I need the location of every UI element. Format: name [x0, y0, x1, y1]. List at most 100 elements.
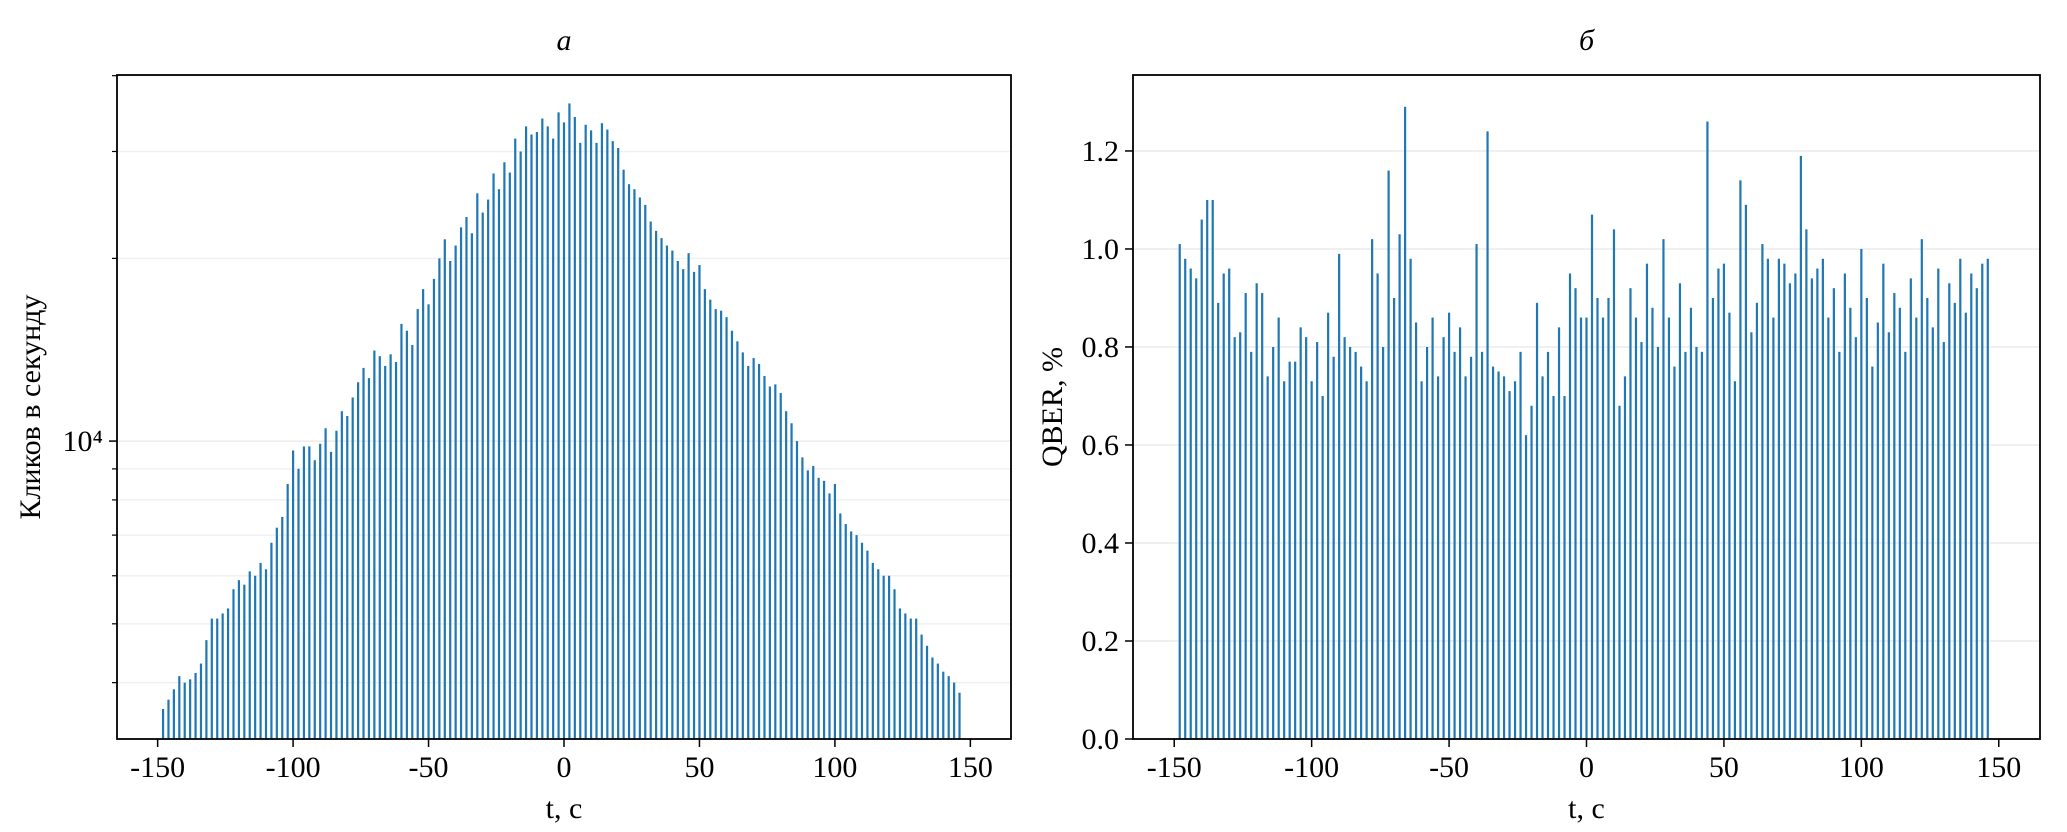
x-tick-label: 100 [812, 751, 857, 784]
x-axis-label: t, с [546, 792, 583, 825]
bar [1689, 307, 1693, 739]
bar [449, 261, 452, 739]
bar [1959, 258, 1962, 739]
bar [1854, 337, 1857, 739]
bar [1343, 337, 1346, 739]
bar [1288, 361, 1291, 739]
bar [953, 682, 956, 739]
bar [1651, 307, 1654, 739]
bar [936, 663, 939, 739]
bar [232, 589, 235, 739]
bar [692, 271, 696, 739]
bar [1667, 317, 1671, 739]
bar [1233, 337, 1236, 739]
y-tick-label: 0.8 [1082, 331, 1120, 364]
bar [877, 569, 880, 739]
bar [514, 138, 517, 739]
bar [1409, 258, 1412, 739]
bar [1849, 307, 1852, 739]
bar [931, 657, 934, 739]
bar [1915, 317, 1918, 739]
bar [487, 199, 490, 739]
x-tick-label: -150 [130, 751, 185, 784]
bar [183, 682, 186, 739]
bar [1519, 351, 1522, 739]
bar [1678, 283, 1682, 739]
bar [1255, 283, 1258, 739]
bar [1662, 239, 1665, 740]
bar [1739, 180, 1742, 740]
bar [1744, 204, 1748, 740]
bar [942, 671, 945, 739]
x-tick-label: 0 [557, 751, 572, 784]
bar [687, 253, 690, 739]
bar [1827, 317, 1830, 739]
bar [1310, 381, 1313, 739]
bar [524, 126, 528, 740]
bar [898, 608, 902, 739]
bar [226, 608, 230, 739]
bar [1222, 273, 1225, 739]
bar [557, 112, 560, 739]
bar [622, 169, 625, 739]
bar [1772, 317, 1775, 739]
bar [1937, 268, 1940, 739]
bar [1420, 381, 1423, 739]
bar [850, 531, 853, 739]
bar [1618, 405, 1621, 739]
bar [817, 477, 820, 739]
bar [1305, 337, 1308, 739]
bar [1904, 351, 1907, 739]
bar [1486, 131, 1489, 739]
bar [1299, 327, 1302, 739]
bar [633, 189, 636, 739]
bar [1838, 351, 1841, 739]
bar [248, 571, 251, 739]
bar [1942, 342, 1945, 739]
x-tick-label: -150 [1147, 751, 1202, 784]
bar [394, 361, 398, 739]
bar [801, 457, 804, 739]
y-tick-label: 0.0 [1082, 723, 1120, 756]
bar [329, 451, 333, 739]
bar [281, 516, 284, 739]
bar [1431, 317, 1434, 739]
bar [1876, 322, 1879, 739]
bar [812, 465, 815, 739]
bar [1436, 376, 1440, 739]
bar [422, 289, 425, 739]
bar [839, 513, 842, 739]
bar [611, 141, 614, 739]
bar [1425, 346, 1429, 739]
bar [367, 378, 371, 739]
bar [698, 265, 701, 739]
bar [1568, 273, 1572, 739]
bar [1695, 346, 1698, 739]
bar [1733, 381, 1737, 739]
y-tick-label: 1.2 [1082, 135, 1120, 168]
bar [1206, 199, 1209, 739]
y-tick-label: 0.6 [1082, 429, 1120, 462]
bar [617, 148, 620, 739]
bar [1805, 229, 1808, 739]
bar [1612, 229, 1616, 739]
bar [535, 132, 539, 739]
x-tick-label: 150 [948, 751, 993, 784]
bar [1953, 302, 1956, 739]
bar [459, 227, 463, 739]
bar [562, 122, 566, 740]
bar [1766, 258, 1769, 739]
bar [1794, 273, 1797, 739]
bar [1464, 376, 1467, 739]
bar [1398, 234, 1401, 739]
bar [259, 562, 262, 739]
bar [747, 365, 750, 739]
bar [1502, 376, 1506, 739]
bar [199, 663, 203, 739]
bar [1893, 293, 1896, 739]
bar [1706, 121, 1709, 739]
bar [1579, 317, 1583, 739]
x-tick-label: 50 [684, 751, 714, 784]
bar [573, 116, 576, 739]
